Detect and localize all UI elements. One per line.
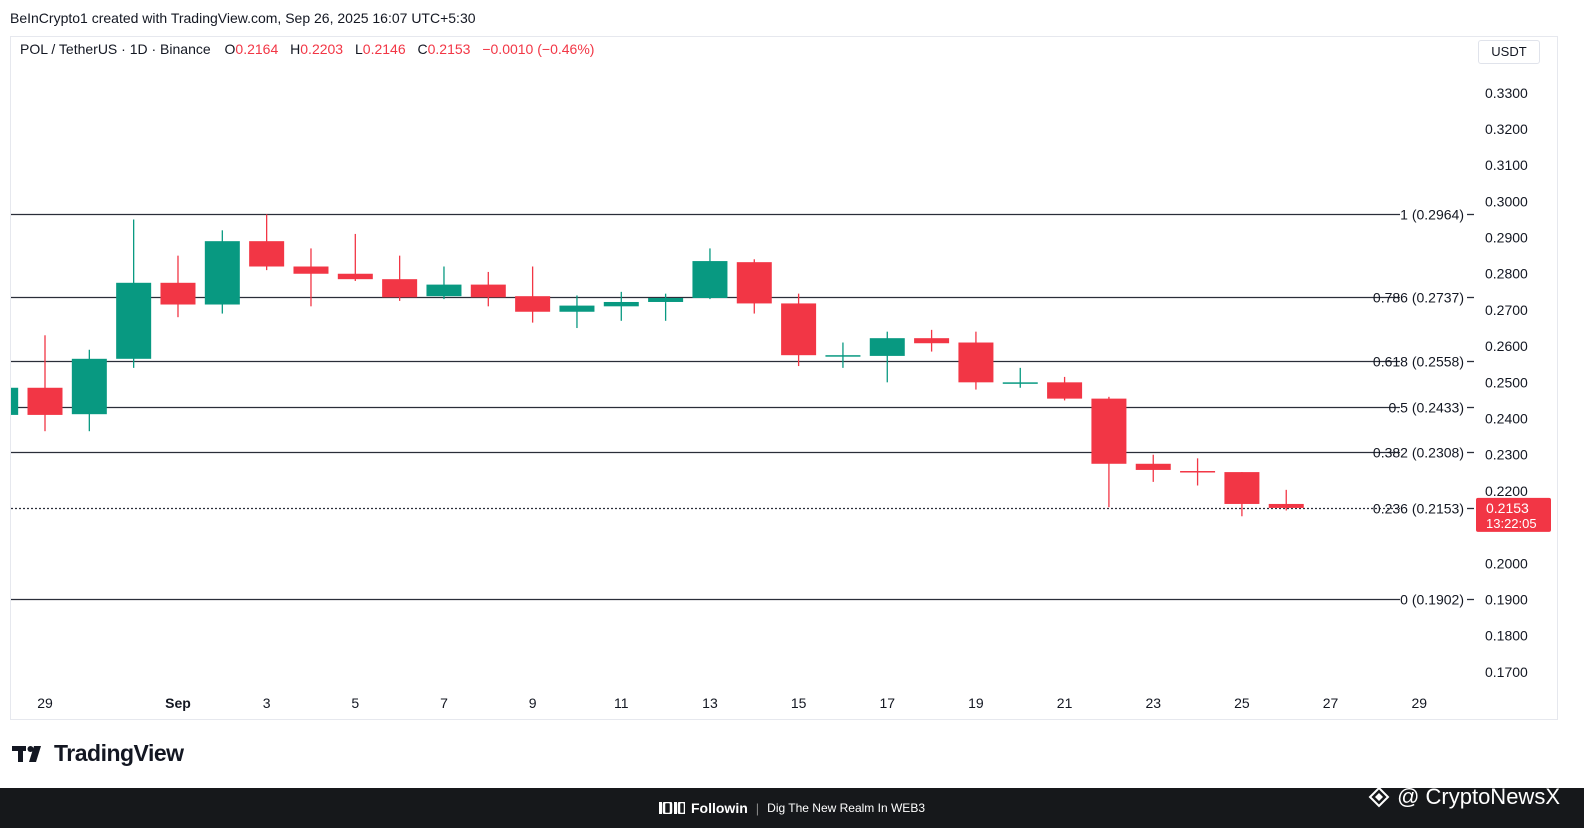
- x-axis-tick-label: 7: [440, 695, 448, 711]
- close-value: 0.2153: [427, 41, 471, 57]
- candle-body[interactable]: [293, 266, 329, 274]
- y-axis-tick-label: 0.2900: [1485, 230, 1528, 246]
- candle-body[interactable]: [382, 279, 418, 298]
- x-axis-tick-label: 17: [879, 695, 895, 711]
- tradingview-logo-text: TradingView: [54, 740, 184, 766]
- candle-body[interactable]: [914, 338, 950, 344]
- low-label: L: [354, 41, 363, 57]
- symbol-title[interactable]: POL / TetherUS · 1D · Binance: [20, 41, 211, 57]
- candle-body[interactable]: [1135, 463, 1171, 470]
- y-axis-tick-label: 0.2000: [1485, 555, 1528, 571]
- candle-body[interactable]: [603, 301, 639, 307]
- countdown-label: 13:22:05: [1486, 516, 1537, 531]
- x-axis-tick-label: 9: [529, 695, 537, 711]
- candle-body[interactable]: [736, 262, 772, 304]
- x-axis-tick-label: 29: [37, 695, 53, 711]
- open-value: 0.2164: [235, 41, 279, 57]
- candle-body[interactable]: [27, 387, 63, 415]
- y-axis-tick-label: 0.2300: [1485, 447, 1528, 463]
- tradingview-logo[interactable]: TradingView: [12, 740, 184, 767]
- tradingview-logo-icon: [12, 745, 41, 762]
- candle-body[interactable]: [781, 303, 817, 356]
- fib-level-label: 0.618 (0.2558): [1373, 354, 1464, 370]
- candle-body[interactable]: [1180, 471, 1216, 473]
- currency-button[interactable]: USDT: [1478, 40, 1540, 64]
- high-label: H: [290, 41, 301, 57]
- followin-brand[interactable]: Followin: [659, 800, 748, 816]
- candle-body[interactable]: [160, 282, 196, 305]
- diamond-logo-icon: [1368, 786, 1390, 808]
- cryptonewsx-watermark: @ CryptoNewsX: [1367, 784, 1560, 810]
- candle-body[interactable]: [1091, 398, 1127, 464]
- open-label: O: [224, 41, 236, 57]
- y-axis-tick-label: 0.3300: [1485, 85, 1528, 101]
- candle-body[interactable]: [958, 342, 994, 383]
- x-axis-tick-label: 15: [791, 695, 807, 711]
- y-axis-tick-label: 0.2500: [1485, 374, 1528, 390]
- candle-body[interactable]: [249, 241, 285, 267]
- chart-caption: BeInCrypto1 created with TradingView.com…: [10, 10, 476, 26]
- followin-text: Followin: [691, 800, 748, 816]
- y-axis-tick-label: 0.3000: [1485, 193, 1528, 209]
- fib-level-label: 0.236 (0.2153): [1373, 501, 1464, 517]
- close-label: C: [417, 41, 428, 57]
- high-value: 0.2203: [300, 41, 344, 57]
- y-axis-tick-label: 0.2800: [1485, 266, 1528, 282]
- candle-body[interactable]: [869, 338, 905, 356]
- x-axis-tick-label: Sep: [165, 695, 191, 711]
- x-axis-tick-label: 5: [351, 695, 359, 711]
- change-value: −0.0010 (−0.46%): [482, 41, 595, 57]
- fib-level-label: 1 (0.2964): [1400, 207, 1464, 223]
- x-axis-tick-label: 27: [1323, 695, 1339, 711]
- followin-logo-icon: [659, 802, 685, 814]
- candle-body[interactable]: [470, 284, 506, 298]
- ohlc-legend: POL / TetherUS · 1D · Binance O0.2164 H0…: [20, 41, 602, 57]
- y-axis-tick-label: 0.1700: [1485, 664, 1528, 680]
- footer-bar: Followin | Dig The New Realm In WEB3: [0, 788, 1584, 828]
- x-axis-tick-label: 13: [702, 695, 718, 711]
- candle-body[interactable]: [1047, 382, 1083, 399]
- candle-body[interactable]: [426, 284, 462, 297]
- candle-body[interactable]: [559, 305, 595, 312]
- y-axis-tick-label: 0.2400: [1485, 411, 1528, 427]
- candle-body[interactable]: [692, 261, 728, 298]
- candle-body[interactable]: [11, 387, 19, 415]
- candle-body[interactable]: [116, 282, 152, 359]
- candle-body[interactable]: [515, 296, 551, 312]
- footer-separator: |: [755, 800, 760, 816]
- x-axis-tick-label: 11: [614, 695, 629, 711]
- chart-frame: [10, 36, 1558, 720]
- y-axis-tick-label: 0.1900: [1485, 592, 1528, 608]
- fib-level-label: 0.5 (0.2433): [1389, 400, 1465, 416]
- candle-body[interactable]: [1002, 382, 1038, 384]
- footer-slogan: Dig The New Realm In WEB3: [767, 801, 925, 815]
- candle-body[interactable]: [1268, 503, 1304, 508]
- fib-level-label: 0.786 (0.2737): [1373, 290, 1464, 306]
- current-price-label: 0.2153: [1486, 500, 1529, 516]
- fib-level-label: 0 (0.1902): [1400, 592, 1464, 608]
- y-axis-tick-label: 0.1800: [1485, 628, 1528, 644]
- candle-body[interactable]: [648, 297, 684, 302]
- y-axis-tick-label: 0.2200: [1485, 483, 1528, 499]
- watermark-text: @ CryptoNewsX: [1397, 784, 1560, 809]
- candle-body[interactable]: [1224, 472, 1260, 504]
- current-price-badge: [1476, 497, 1551, 532]
- x-axis-tick-label: 23: [1145, 695, 1161, 711]
- y-axis-tick-label: 0.3100: [1485, 157, 1528, 173]
- candle-body[interactable]: [71, 358, 107, 415]
- x-axis-tick-label: 21: [1057, 695, 1073, 711]
- x-axis-tick-label: 25: [1234, 695, 1250, 711]
- x-axis-tick-label: 29: [1411, 695, 1427, 711]
- y-axis-tick-label: 0.3200: [1485, 121, 1528, 137]
- y-axis-tick-label: 0.2600: [1485, 338, 1528, 354]
- candle-body[interactable]: [825, 355, 861, 357]
- x-axis-tick-label: 3: [263, 695, 271, 711]
- candle-body[interactable]: [204, 241, 240, 305]
- y-axis-tick-label: 0.2700: [1485, 302, 1528, 318]
- fib-level-label: 0.382 (0.2308): [1373, 445, 1464, 461]
- candle-body[interactable]: [337, 273, 373, 280]
- low-value: 0.2146: [362, 41, 406, 57]
- x-axis-tick-label: 19: [968, 695, 984, 711]
